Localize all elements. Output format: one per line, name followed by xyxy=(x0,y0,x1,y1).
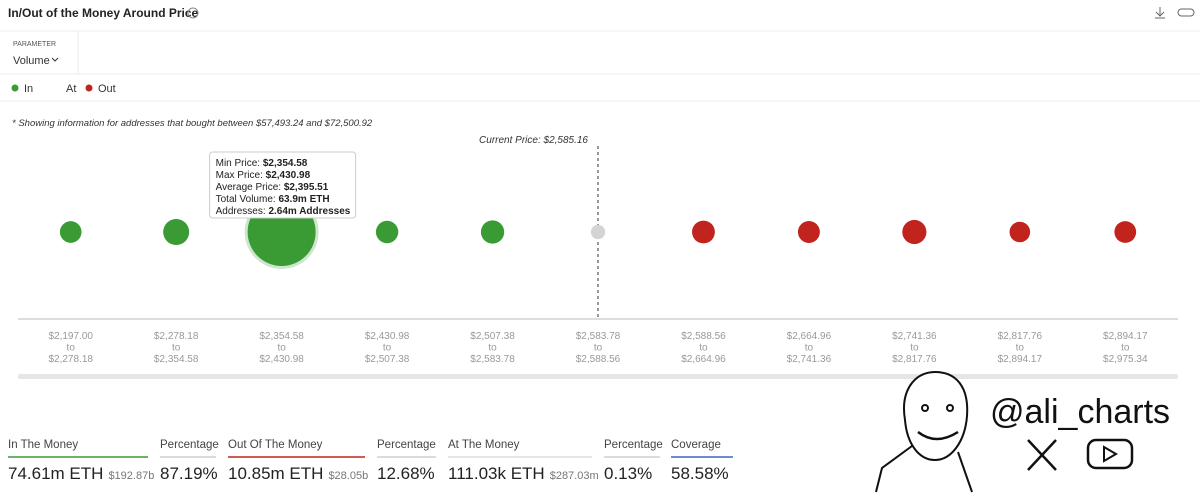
x-tick-label: to xyxy=(1121,343,1130,354)
tooltip-value: $2,354.58 xyxy=(263,158,308,169)
tooltip-value: 2.64m Addresses xyxy=(268,206,350,217)
x-tick-label: to xyxy=(277,343,286,354)
x-tick-label: $2,588.56 xyxy=(681,331,726,342)
bubble[interactable] xyxy=(480,220,505,244)
tooltip-key: Addresses: xyxy=(216,206,269,217)
x-tick-label: to xyxy=(172,343,181,354)
tooltip-key: Min Price: xyxy=(216,158,263,169)
tooltip-key: Average Price: xyxy=(216,182,284,193)
summary-value: 58.58% xyxy=(671,464,729,483)
bubble[interactable] xyxy=(1114,221,1137,243)
legend-swatch xyxy=(11,84,19,92)
watermark-handle: @ali_charts xyxy=(990,393,1170,431)
x-tick-label: $2,278.18 xyxy=(48,354,93,365)
x-tick-label: $2,354.58 xyxy=(259,331,304,342)
x-tick-label: $2,588.56 xyxy=(576,354,621,365)
summary-subvalue: $28.05b xyxy=(328,470,368,482)
tooltip xyxy=(209,151,357,219)
bubble[interactable] xyxy=(797,221,820,243)
summary-subvalue: $192.87b xyxy=(108,470,154,482)
x-tick-label: to xyxy=(805,343,814,354)
legend-label[interactable]: Out xyxy=(98,83,116,95)
x-tick-label: $2,975.34 xyxy=(1103,354,1148,365)
x-tick-label: $2,354.58 xyxy=(154,354,199,365)
summary-label: Out Of The Money xyxy=(228,439,323,451)
tooltip-line: Total Volume: 63.9m ETH xyxy=(216,194,330,205)
tooltip-line: Max Price: $2,430.98 xyxy=(216,170,311,181)
bubble[interactable] xyxy=(1009,221,1031,243)
bubble[interactable] xyxy=(902,219,927,245)
note: * Showing information for addresses that… xyxy=(12,118,373,129)
parameter-label: PARAMETER xyxy=(13,41,56,48)
x-tick-label: $2,197.00 xyxy=(48,331,93,342)
current-price-label: Current Price: $2,585.16 xyxy=(479,135,588,146)
x-tick-label: to xyxy=(910,343,919,354)
x-tick-label: $2,507.38 xyxy=(470,331,515,342)
tooltip-value: 63.9m ETH xyxy=(278,194,329,205)
summary-label: Percentage xyxy=(377,439,436,451)
bubble[interactable] xyxy=(375,220,399,244)
tooltip-key: Total Volume: xyxy=(216,194,279,205)
summary-value: 74.61m ETH xyxy=(8,464,103,483)
tooltip-line: Min Price: $2,354.58 xyxy=(216,158,308,169)
chart: In At Out$2,197.00to$2,278.18$2,278.18to$2… xyxy=(11,83,1178,379)
download-icon[interactable] xyxy=(1155,7,1165,19)
legend-label[interactable]: At xyxy=(66,83,76,95)
x-tick-label: $2,741.36 xyxy=(787,354,832,365)
summary-value: 111.03k ETH xyxy=(448,464,545,483)
x-tick-label: to xyxy=(67,343,76,354)
x-tick-label: $2,664.96 xyxy=(681,354,726,365)
x-tick-label: $2,507.38 xyxy=(365,354,410,365)
x-tick-label: $2,664.96 xyxy=(787,331,832,342)
x-tick-label: $2,894.17 xyxy=(1103,331,1148,342)
summary-label: At The Money xyxy=(448,439,520,451)
title: In/Out of the Money Around Price xyxy=(8,6,199,20)
summary-label: Coverage xyxy=(671,439,721,451)
dropdown-caret[interactable] xyxy=(51,57,59,62)
summary-value: 10.85m ETH xyxy=(228,464,323,483)
x-tick-label: to xyxy=(383,343,392,354)
parameter-value[interactable]: Volume xyxy=(13,55,50,67)
x-tick-label: to xyxy=(699,343,708,354)
bubble[interactable] xyxy=(59,221,82,243)
x-tick-label: $2,817.76 xyxy=(892,354,937,365)
summary-label: Percentage xyxy=(160,439,219,451)
x-tick-label: to xyxy=(1016,343,1025,354)
tooltip-key: Max Price: xyxy=(216,170,266,181)
x-tick-label: to xyxy=(594,343,603,354)
x-tick-label: $2,583.78 xyxy=(470,354,515,365)
x-tick-label: $2,894.17 xyxy=(998,354,1043,365)
tooltip-line: Average Price: $2,395.51 xyxy=(216,182,329,193)
x-tick-label: to xyxy=(488,343,497,354)
x-tick-label: $2,430.98 xyxy=(259,354,304,365)
link-icon[interactable] xyxy=(1177,8,1195,17)
scrollbar[interactable] xyxy=(18,374,1178,379)
help-icon[interactable] xyxy=(187,7,199,19)
summary-value: 0.13% xyxy=(604,464,652,483)
watermark xyxy=(875,370,1134,493)
tooltip-line: Addresses: 2.64m Addresses xyxy=(216,206,351,217)
summary: In The Money 74.61m ETH $192.87b Percentage… xyxy=(8,439,733,483)
tooltip-value: $2,395.51 xyxy=(284,182,329,193)
bubble[interactable] xyxy=(590,224,606,240)
x-tick-label: $2,583.78 xyxy=(576,331,621,342)
summary-label: In The Money xyxy=(8,439,78,451)
bubble[interactable] xyxy=(163,218,190,246)
legend-label[interactable]: In xyxy=(24,83,33,95)
summary-value: 12.68% xyxy=(377,464,435,483)
summary-label: Percentage xyxy=(604,439,663,451)
x-tick-label: $2,817.76 xyxy=(998,331,1043,342)
x-tick-label: $2,430.98 xyxy=(365,331,410,342)
summary-value: 87.19% xyxy=(160,464,218,483)
tooltip-value: $2,430.98 xyxy=(266,170,311,181)
x-tick-label: $2,278.18 xyxy=(154,331,199,342)
summary-subvalue: $287.03m xyxy=(550,470,599,482)
x-tick-label: $2,741.36 xyxy=(892,331,937,342)
legend-swatch xyxy=(85,84,93,92)
bubble[interactable] xyxy=(692,220,715,244)
